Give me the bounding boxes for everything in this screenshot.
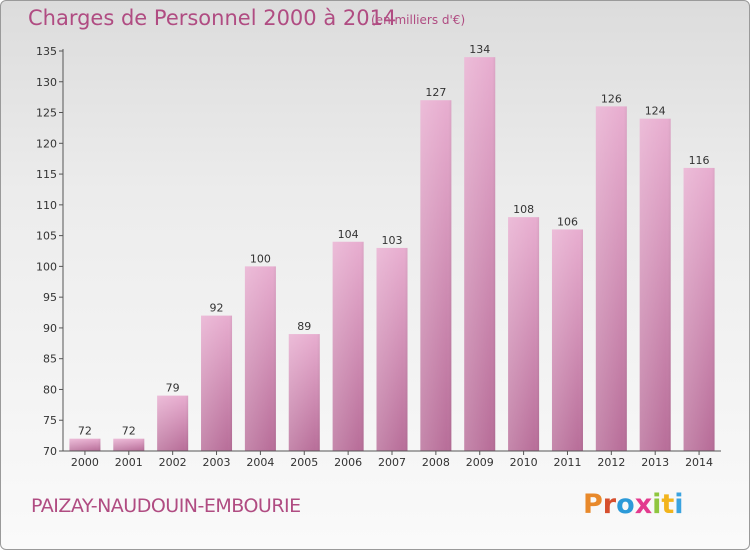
y-tick-label: 95: [43, 291, 57, 304]
bar-shade: [683, 167, 715, 451]
x-tick-label: 2010: [510, 456, 538, 469]
bar-shade: [244, 266, 276, 451]
y-tick-label: 100: [36, 260, 57, 273]
logo-letter: P: [583, 489, 603, 520]
proxiti-logo[interactable]: Proxiti: [583, 489, 684, 520]
bar-shade: [639, 118, 671, 451]
x-tick-label: 2005: [290, 456, 318, 469]
y-tick-label: 80: [43, 383, 57, 396]
x-tick-label: 2003: [203, 456, 231, 469]
bar-shade: [508, 217, 540, 451]
data-label: 108: [513, 203, 534, 216]
bar-shade: [113, 438, 145, 451]
logo-letter: x: [634, 489, 653, 520]
data-label: 106: [557, 215, 578, 228]
data-label: 72: [78, 425, 92, 438]
logo-letter: t: [661, 489, 675, 520]
bar-shade: [288, 334, 320, 451]
y-tick-label: 70: [43, 445, 57, 458]
x-tick-label: 2011: [553, 456, 581, 469]
data-label: 92: [210, 302, 224, 315]
x-tick-label: 2002: [159, 456, 187, 469]
data-label: 116: [689, 154, 710, 167]
data-label: 100: [250, 252, 271, 265]
x-tick-label: 2013: [641, 456, 669, 469]
y-tick-label: 90: [43, 322, 57, 335]
data-label: 126: [601, 92, 622, 105]
bar-shade: [595, 106, 627, 451]
x-tick-label: 2006: [334, 456, 362, 469]
logo-letter: i: [674, 489, 684, 520]
bar-shade: [551, 229, 583, 451]
logo-letter: r: [602, 489, 617, 520]
x-tick-label: 2012: [597, 456, 625, 469]
data-label: 134: [469, 43, 490, 56]
data-label: 79: [166, 382, 180, 395]
x-axis: 2000 2001 2002 2003 2004 2005 2006 2007 2008 2009…: [63, 450, 721, 469]
bar-shade: [420, 100, 452, 451]
y-axis: 70 75 80 85 90 95 100 105 110 115 120 125 130 135: [36, 45, 64, 458]
y-tick-label: 75: [43, 414, 57, 427]
y-tick-label: 130: [36, 76, 57, 89]
data-label: 89: [297, 320, 311, 333]
x-tick-label: 2004: [246, 456, 274, 469]
bar-shade: [376, 247, 408, 451]
data-label: 127: [425, 86, 446, 99]
x-tick-label: 2001: [115, 456, 143, 469]
x-tick-label: 2009: [466, 456, 494, 469]
x-tick-label: 2007: [378, 456, 406, 469]
x-tick-label: 2008: [422, 456, 450, 469]
y-tick-label: 120: [36, 137, 57, 150]
bar-shade: [201, 315, 233, 451]
logo-letter: i: [652, 489, 662, 520]
data-label: 104: [338, 228, 359, 241]
y-tick-label: 85: [43, 353, 57, 366]
bar-shade: [157, 395, 189, 451]
bar-shade: [332, 241, 364, 451]
x-tick-label: 2014: [685, 456, 713, 469]
chart-subtitle: (en milliers d'€): [371, 13, 466, 27]
chart-title: Charges de Personnel 2000 à 2014: [28, 6, 397, 30]
y-tick-label: 105: [36, 230, 57, 243]
data-label: 103: [382, 234, 403, 247]
commune-name: PAIZAY-NAUDOUIN-EMBOURIE: [31, 495, 301, 517]
y-tick-label: 135: [36, 45, 57, 58]
bar-shade: [69, 438, 101, 451]
data-label: 72: [122, 425, 136, 438]
logo-letter: o: [616, 489, 635, 520]
bar-shade: [464, 57, 496, 452]
bars: 72 72 79 92 100 89 104 103 127 134 108 106 126 124 116: [69, 43, 715, 452]
y-tick-label: 110: [36, 199, 57, 212]
y-tick-label: 115: [36, 168, 57, 181]
y-tick-label: 125: [36, 107, 57, 120]
data-label: 124: [645, 105, 666, 118]
x-tick-label: 2000: [71, 456, 99, 469]
